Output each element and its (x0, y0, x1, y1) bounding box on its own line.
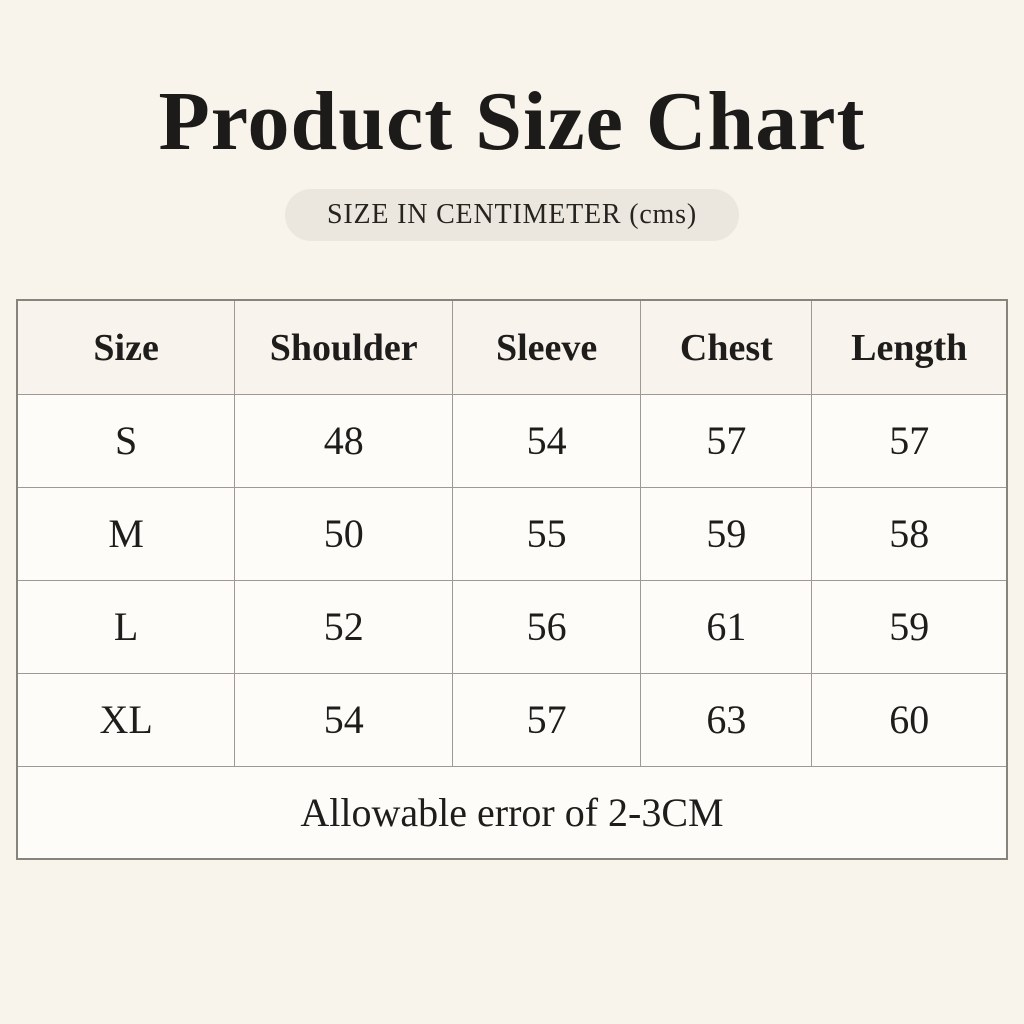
sleeve-cell: 56 (452, 579, 642, 674)
sleeve-cell: 55 (452, 486, 642, 581)
shoulder-cell: 50 (234, 486, 454, 581)
column-header-length: Length (811, 299, 1008, 395)
table-row-l: L 52 56 61 59 (16, 579, 1008, 674)
chest-cell: 57 (640, 393, 813, 488)
size-table: Size Shoulder Sleeve Chest Length S 48 5… (16, 299, 1008, 861)
sleeve-cell: 54 (452, 393, 642, 488)
table-header-row: Size Shoulder Sleeve Chest Length (16, 299, 1008, 395)
chest-cell: 61 (640, 579, 813, 674)
page-title: Product Size Chart (158, 75, 866, 168)
column-header-sleeve: Sleeve (452, 299, 642, 395)
sleeve-cell: 57 (452, 672, 642, 767)
length-cell: 58 (811, 486, 1008, 581)
table-footnote-row: Allowable error of 2-3CM (16, 765, 1008, 860)
table-row-xl: XL 54 57 63 60 (16, 672, 1008, 767)
size-cell: XL (16, 672, 236, 767)
table-row-s: S 48 54 57 57 (16, 393, 1008, 488)
table-footnote: Allowable error of 2-3CM (16, 765, 1008, 860)
subtitle-text: SIZE IN CENTIMETER (cms) (327, 199, 697, 231)
length-cell: 59 (811, 579, 1008, 674)
column-header-chest: Chest (640, 299, 813, 395)
table-row-m: M 50 55 59 58 (16, 486, 1008, 581)
size-cell: L (16, 579, 236, 674)
size-cell: M (16, 486, 236, 581)
shoulder-cell: 48 (234, 393, 454, 488)
shoulder-cell: 54 (234, 672, 454, 767)
length-cell: 57 (811, 393, 1008, 488)
column-header-shoulder: Shoulder (234, 299, 454, 395)
length-cell: 60 (811, 672, 1008, 767)
chest-cell: 63 (640, 672, 813, 767)
column-header-size: Size (16, 299, 236, 395)
subtitle-badge: SIZE IN CENTIMETER (cms) (285, 189, 739, 242)
size-cell: S (16, 393, 236, 488)
chest-cell: 59 (640, 486, 813, 581)
shoulder-cell: 52 (234, 579, 454, 674)
